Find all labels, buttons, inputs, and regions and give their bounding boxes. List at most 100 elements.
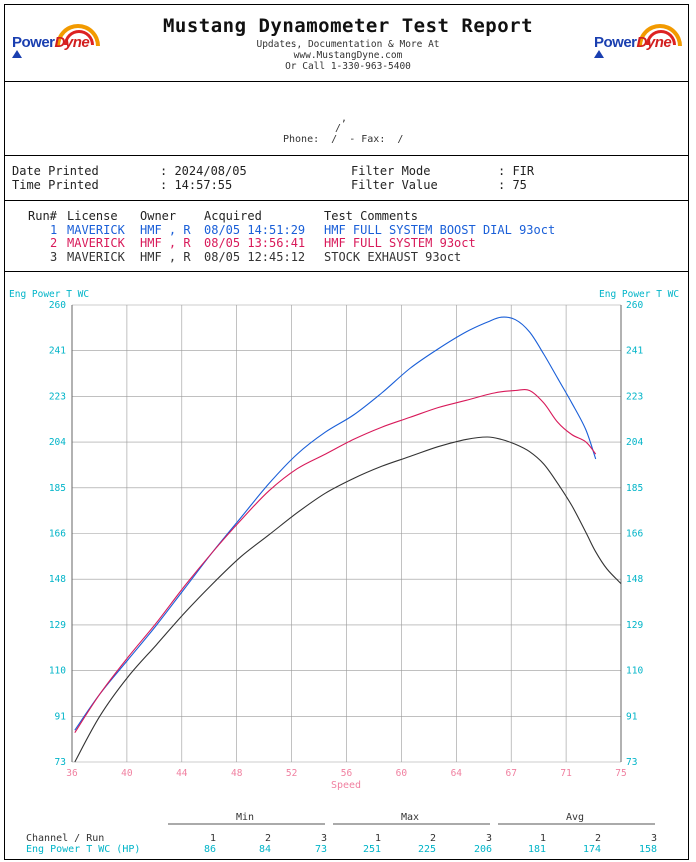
run-comments: STOCK EXHAUST 93oct bbox=[324, 250, 462, 264]
run-row: 3 MAVERICK HMF , R 08/05 12:45:12 STOCK … bbox=[28, 250, 461, 334]
report-title: Mustang Dynamometer Test Report bbox=[162, 15, 534, 37]
y-tick-label-right: 73 bbox=[626, 757, 637, 768]
filter-mode-label: Filter Mode bbox=[351, 164, 431, 178]
stats-run-number: 1 bbox=[375, 833, 382, 844]
phone-fax-line: Phone: / - Fax: / bbox=[283, 134, 404, 145]
stats-value: 181 bbox=[528, 844, 547, 855]
date-printed-value: : 2024/08/05 bbox=[160, 164, 247, 178]
series-line-run-1 bbox=[74, 316, 597, 731]
runs-header-comments: Test Comments bbox=[324, 209, 418, 223]
divider-header bbox=[4, 81, 689, 82]
run-comments: HMF FULL SYSTEM BOOST DIAL 93oct bbox=[324, 223, 556, 237]
runs-header: Run# License Owner Acquired Test Comment… bbox=[28, 209, 418, 293]
x-tick-label: 71 bbox=[560, 768, 572, 779]
stats-group-avg: Avg bbox=[566, 812, 585, 823]
runs-header-owner: Owner bbox=[140, 209, 177, 223]
run-license: MAVERICK bbox=[67, 223, 125, 237]
header-line-3: Or Call 1-330-963-5400 bbox=[285, 61, 411, 72]
run-number: 2 bbox=[50, 236, 58, 250]
logo-triangle-icon bbox=[12, 50, 22, 58]
chart-grid bbox=[71, 304, 622, 763]
run-acquired: 08/05 12:45:12 bbox=[204, 250, 306, 264]
powerdyne-logo-left: PowerDyne bbox=[8, 20, 108, 62]
x-tick-label: 36 bbox=[66, 768, 78, 779]
stats-value: 84 bbox=[259, 844, 272, 855]
y-tick-label-right: 223 bbox=[626, 391, 643, 402]
stats-run-number: 3 bbox=[486, 833, 493, 844]
stats-run-number: 1 bbox=[210, 833, 217, 844]
y-tick-label-left: 129 bbox=[49, 620, 66, 631]
powerdyne-logo-right: PowerDyne bbox=[590, 20, 690, 62]
stats-value: 86 bbox=[204, 844, 217, 855]
run-owner: HMF , R bbox=[140, 250, 191, 264]
x-tick-label: 60 bbox=[396, 768, 408, 779]
run-acquired: 08/05 14:51:29 bbox=[204, 223, 306, 237]
y-tick-label-right: 241 bbox=[626, 346, 643, 357]
run-owner: HMF , R bbox=[140, 223, 191, 237]
run-license: MAVERICK bbox=[67, 250, 125, 264]
stats-run-number: 2 bbox=[595, 833, 602, 844]
y-tick-label-right: 129 bbox=[626, 620, 643, 631]
x-tick-label: 75 bbox=[615, 768, 626, 779]
y-axis-label-right: Eng Power T WC bbox=[599, 289, 680, 300]
x-axis-label: Speed bbox=[331, 780, 361, 791]
x-tick-label: 40 bbox=[121, 768, 133, 779]
x-tick-label: 64 bbox=[451, 768, 463, 779]
logo-arc-inner-icon bbox=[646, 30, 676, 45]
logo-wordmark: PowerDyne bbox=[12, 34, 90, 51]
stats-group-min: Min bbox=[236, 812, 255, 823]
stats-value: 158 bbox=[639, 844, 658, 855]
run-owner: HMF , R bbox=[140, 236, 191, 250]
runs-header-acquired: Acquired bbox=[204, 209, 262, 223]
y-tick-label-left: 166 bbox=[49, 529, 66, 540]
run-number: 1 bbox=[50, 223, 58, 237]
date-printed-label: Date Printed bbox=[12, 164, 99, 178]
x-tick-label: 44 bbox=[176, 768, 188, 779]
time-printed-value: : 14:57:55 bbox=[160, 178, 233, 192]
stats-value: 73 bbox=[315, 844, 328, 855]
runs-header-license: License bbox=[67, 209, 118, 223]
stats-value: 251 bbox=[363, 844, 382, 855]
y-tick-label-right: 148 bbox=[626, 574, 643, 585]
x-tick-label: 48 bbox=[231, 768, 243, 779]
stats-group-max: Max bbox=[401, 812, 420, 823]
run-license: MAVERICK bbox=[67, 236, 125, 250]
y-tick-label-left: 73 bbox=[55, 757, 66, 768]
stats-value: 174 bbox=[583, 844, 602, 855]
customer-slash: / bbox=[335, 123, 342, 134]
customer-comma: , bbox=[341, 113, 348, 124]
y-tick-label-left: 110 bbox=[49, 666, 66, 677]
filter-mode-value: : FIR bbox=[498, 164, 535, 178]
x-tick-label: 67 bbox=[505, 768, 516, 779]
y-tick-label-right: 204 bbox=[626, 437, 643, 448]
filter-value-value: : 75 bbox=[498, 178, 527, 192]
stats-value: 225 bbox=[418, 844, 437, 855]
run-number: 3 bbox=[50, 250, 58, 264]
dyno-chart: 36 40 44 48 52 56 60 64 67 71 75 260 260 241 241 223 223… bbox=[49, 300, 644, 791]
divider-info bbox=[4, 200, 689, 201]
chart-ticks: 36 40 44 48 52 56 60 64 67 71 75 260 260 241 241 223 223… bbox=[49, 300, 644, 779]
y-tick-label-left: 223 bbox=[49, 391, 66, 402]
y-tick-label-right: 166 bbox=[626, 529, 643, 540]
y-tick-label-left: 204 bbox=[49, 437, 66, 448]
logo-triangle-icon bbox=[594, 50, 604, 58]
chart-series bbox=[74, 316, 622, 763]
stats-channel-header: Channel / Run bbox=[26, 833, 105, 844]
run-comments: HMF FULL SYSTEM 93oct bbox=[324, 236, 476, 250]
stats-value: 206 bbox=[474, 844, 493, 855]
filter-value-label: Filter Value bbox=[351, 178, 438, 192]
run-row: 2 MAVERICK HMF , R 08/05 13:56:41 HMF FU… bbox=[28, 236, 476, 320]
x-tick-label: 52 bbox=[286, 768, 297, 779]
run-row: 1 MAVERICK HMF , R 08/05 14:51:29 HMF FU… bbox=[28, 223, 555, 307]
y-tick-label-right: 185 bbox=[626, 483, 643, 494]
time-printed-label: Time Printed bbox=[12, 178, 99, 192]
stats-run-number: 3 bbox=[321, 833, 328, 844]
logo-wordmark: PowerDyne bbox=[594, 34, 672, 51]
stats-channel-name: Eng Power T WC (HP) bbox=[26, 844, 141, 855]
y-tick-label-left: 260 bbox=[49, 300, 66, 311]
x-tick-label: 56 bbox=[341, 768, 353, 779]
stats-run-number: 2 bbox=[265, 833, 272, 844]
y-tick-label-left: 241 bbox=[49, 346, 66, 357]
y-tick-label-left: 91 bbox=[55, 711, 67, 722]
stats-run-number: 2 bbox=[430, 833, 437, 844]
